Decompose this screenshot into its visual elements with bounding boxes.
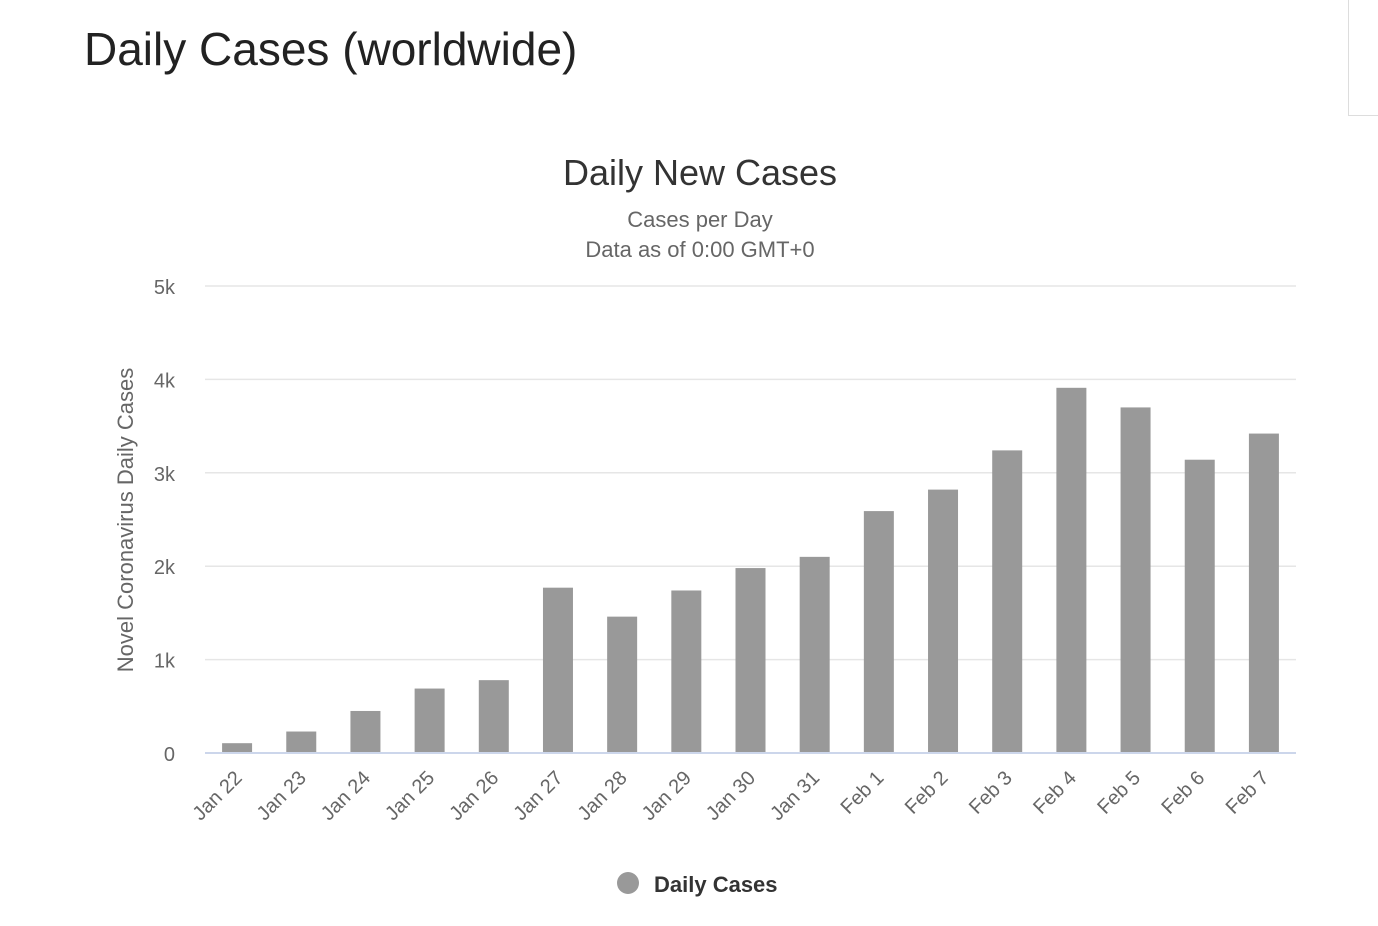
legend[interactable]: Daily Cases bbox=[617, 872, 778, 897]
bar[interactable] bbox=[863, 511, 894, 753]
y-tick-label: 4k bbox=[154, 370, 176, 392]
chart-subtitle-line-2: Data as of 0:00 GMT+0 bbox=[585, 237, 814, 262]
x-tick-label: Jan 25 bbox=[381, 767, 439, 825]
chart-title: Daily New Cases bbox=[563, 152, 837, 193]
chart-subtitle-line-1: Cases per Day bbox=[627, 207, 773, 232]
x-tick-label: Jan 28 bbox=[574, 767, 632, 825]
bar-series bbox=[222, 387, 1279, 753]
bar[interactable] bbox=[1184, 459, 1215, 753]
y-tick-label: 0 bbox=[164, 744, 175, 766]
y-axis-ticks: 0 1k 2k 3k 4k 5k bbox=[154, 277, 176, 766]
bar[interactable] bbox=[735, 568, 766, 753]
x-tick-label: Jan 23 bbox=[253, 767, 311, 825]
y-tick-label: 2k bbox=[154, 557, 176, 579]
legend-marker-icon bbox=[617, 872, 639, 894]
x-tick-label: Feb 2 bbox=[901, 767, 953, 819]
x-tick-label: Feb 4 bbox=[1029, 767, 1081, 819]
x-tick-label: Feb 5 bbox=[1093, 767, 1145, 819]
x-tick-label: Jan 22 bbox=[189, 767, 247, 825]
y-tick-label: 3k bbox=[154, 464, 176, 486]
bar[interactable] bbox=[928, 489, 959, 753]
page-title: Daily Cases (worldwide) bbox=[84, 23, 578, 75]
y-tick-label: 5k bbox=[154, 277, 176, 299]
bar[interactable] bbox=[607, 616, 638, 753]
bar[interactable] bbox=[992, 450, 1023, 753]
x-axis-ticks: Jan 22 Jan 23 Jan 24 Jan 25 Jan 26 Jan 27 Jan … bbox=[189, 767, 1274, 825]
bar[interactable] bbox=[478, 680, 509, 753]
bar[interactable] bbox=[1248, 433, 1279, 753]
bar[interactable] bbox=[1120, 407, 1151, 753]
x-tick-label: Jan 24 bbox=[317, 767, 375, 825]
bar[interactable] bbox=[350, 710, 381, 753]
bar[interactable] bbox=[671, 590, 702, 753]
legend-label: Daily Cases bbox=[654, 872, 778, 897]
sidebar-edge-divider bbox=[1348, 0, 1378, 116]
bar[interactable] bbox=[542, 587, 573, 753]
x-tick-label: Jan 26 bbox=[445, 767, 503, 825]
bar[interactable] bbox=[286, 731, 317, 753]
x-tick-label: Jan 31 bbox=[766, 767, 824, 825]
x-tick-label: Feb 7 bbox=[1222, 767, 1274, 819]
x-tick-label: Feb 3 bbox=[965, 767, 1017, 819]
y-axis-title: Novel Coronavirus Daily Cases bbox=[113, 368, 138, 672]
bar[interactable] bbox=[799, 556, 830, 753]
x-tick-label: Jan 27 bbox=[509, 767, 567, 825]
bar[interactable] bbox=[222, 743, 253, 753]
y-tick-label: 1k bbox=[154, 651, 176, 673]
bar[interactable] bbox=[414, 688, 445, 753]
bar[interactable] bbox=[1056, 387, 1087, 753]
x-tick-label: Jan 30 bbox=[702, 767, 760, 825]
x-tick-label: Jan 29 bbox=[638, 767, 696, 825]
x-tick-label: Feb 6 bbox=[1158, 767, 1210, 819]
x-tick-label: Feb 1 bbox=[837, 767, 889, 819]
